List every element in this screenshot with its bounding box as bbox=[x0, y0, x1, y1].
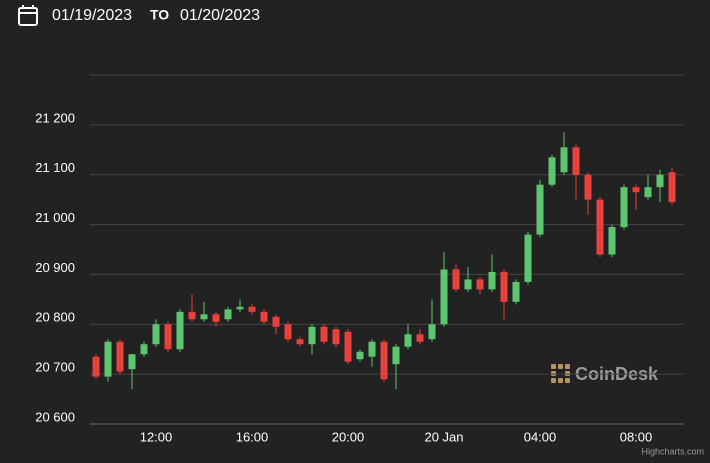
candle-body bbox=[224, 309, 232, 320]
candle-body bbox=[152, 324, 160, 345]
candle-body bbox=[560, 147, 568, 173]
candle-body bbox=[128, 354, 136, 370]
candle-body bbox=[536, 184, 544, 235]
candle-body bbox=[116, 341, 124, 372]
candle-body bbox=[620, 187, 628, 228]
candle-body bbox=[452, 269, 460, 290]
calendar-icon bbox=[18, 5, 38, 26]
y-tick-label: 21 000 bbox=[35, 210, 75, 225]
candle-body bbox=[632, 187, 640, 193]
candle-body bbox=[200, 314, 208, 320]
candle-body bbox=[572, 147, 580, 175]
y-tick-label: 21 200 bbox=[35, 110, 75, 125]
candle-body bbox=[608, 227, 616, 255]
candle-body bbox=[344, 331, 352, 362]
candle-body bbox=[368, 341, 376, 357]
candle-body bbox=[272, 316, 280, 327]
watermark-logo bbox=[551, 364, 570, 383]
candle-body bbox=[248, 306, 256, 312]
x-tick-label: 20:00 bbox=[332, 429, 365, 444]
candle-body bbox=[332, 329, 340, 345]
candle-body bbox=[464, 279, 472, 290]
date-to[interactable]: 01/20/2023 bbox=[180, 7, 260, 24]
candle-body bbox=[320, 326, 328, 342]
candle-body bbox=[188, 311, 196, 320]
candle-body bbox=[356, 351, 364, 360]
candle-body bbox=[284, 324, 292, 340]
y-tick-label: 20 900 bbox=[35, 260, 75, 275]
candle-body bbox=[416, 334, 424, 342]
candle-body bbox=[524, 234, 532, 282]
date-separator: TO bbox=[150, 7, 169, 23]
candle-body bbox=[296, 339, 304, 345]
candle-body bbox=[392, 346, 400, 365]
x-tick-label: 08:00 bbox=[620, 429, 653, 444]
x-tick-label: 04:00 bbox=[524, 429, 557, 444]
candle-body bbox=[596, 199, 604, 255]
y-tick-label: 20 600 bbox=[35, 409, 75, 424]
candle-body bbox=[584, 174, 592, 200]
candle-body bbox=[428, 324, 436, 340]
candle-body bbox=[548, 157, 556, 185]
candle-body bbox=[104, 341, 112, 377]
x-tick-label: 16:00 bbox=[236, 429, 269, 444]
candle-body bbox=[656, 174, 664, 188]
date-from[interactable]: 01/19/2023 bbox=[52, 7, 132, 24]
candle-body bbox=[92, 356, 100, 377]
candle-body bbox=[164, 324, 172, 350]
candle-body bbox=[380, 341, 388, 380]
candle-body bbox=[140, 344, 148, 355]
candle-body bbox=[236, 306, 244, 310]
candle-body bbox=[176, 311, 184, 350]
candle-body bbox=[644, 187, 652, 198]
candle-body bbox=[500, 271, 508, 302]
y-tick-label: 20 700 bbox=[35, 360, 75, 375]
x-tick-label: 20 Jan bbox=[424, 429, 463, 444]
candle-body bbox=[488, 271, 496, 290]
candle-body bbox=[440, 269, 448, 325]
candle-body bbox=[212, 314, 220, 322]
y-tick-label: 20 800 bbox=[35, 310, 75, 325]
credits[interactable]: Highcharts.com bbox=[641, 446, 704, 456]
candle-body bbox=[308, 326, 316, 345]
y-tick-label: 21 100 bbox=[35, 160, 75, 175]
candle-body bbox=[668, 172, 676, 203]
candle-body bbox=[260, 311, 268, 322]
candle-body bbox=[404, 334, 412, 347]
x-tick-label: 12:00 bbox=[140, 429, 173, 444]
candle-body bbox=[476, 279, 484, 290]
candle-body bbox=[512, 281, 520, 302]
